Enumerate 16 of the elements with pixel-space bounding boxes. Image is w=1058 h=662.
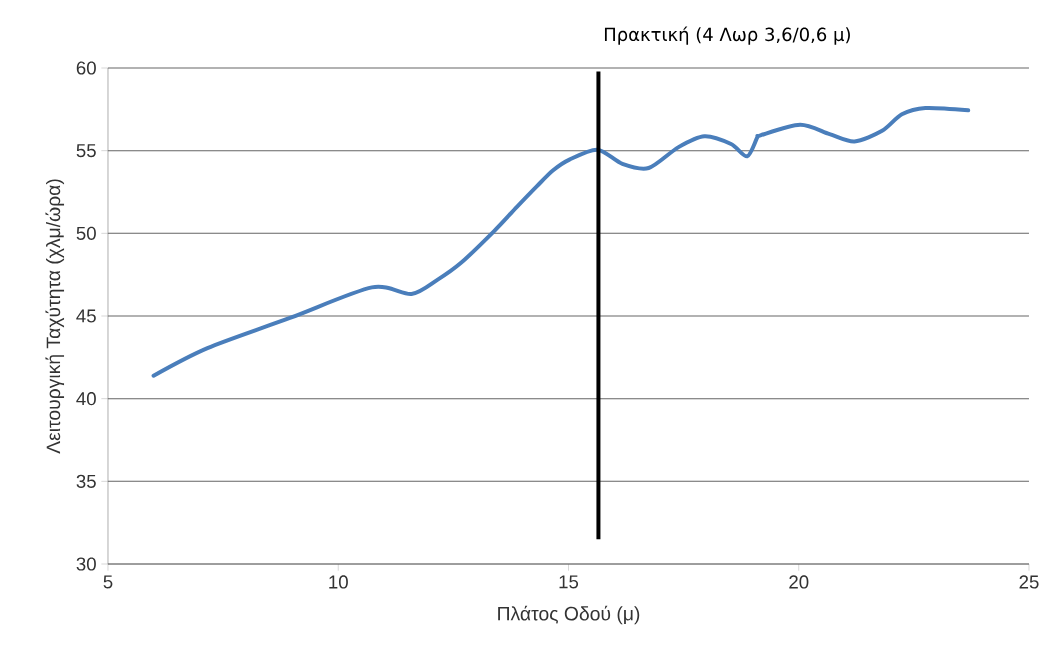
y-tick-label: 45 [76, 309, 96, 323]
ref-line-label: Πρακτική (4 Λωρ 3,6/0,6 μ) [604, 26, 850, 45]
line-series [151, 105, 971, 378]
x-tick-label: 10 [329, 575, 348, 589]
y-tick-label: 50 [76, 226, 96, 240]
x-tick-label: 25 [1019, 575, 1039, 589]
y-tick-label: 30 [76, 557, 96, 571]
x-tick-label: 20 [789, 575, 809, 589]
x-axis-title: Πλάτος Οδού (μ) [498, 605, 640, 625]
y-tick-label: 55 [76, 144, 96, 158]
y-tick-label: 60 [76, 61, 96, 75]
y-axis-title: Λειτουργική Ταχύτητα (χλμ/ώρα) [45, 179, 65, 454]
y-tick-label: 35 [76, 474, 96, 488]
x-tick-label: 5 [103, 575, 113, 589]
y-tick-label: 40 [76, 392, 96, 406]
x-tick-label: 15 [559, 575, 579, 589]
